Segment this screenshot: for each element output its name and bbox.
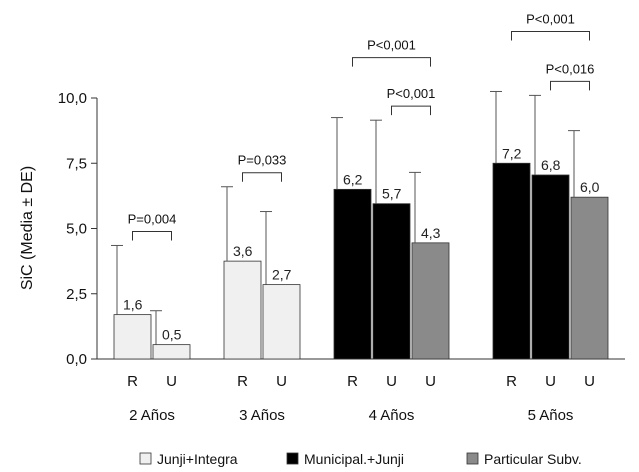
x-category-label: U [425,373,436,390]
significance-bracket [242,172,282,182]
bar-value-label: 7,2 [502,145,522,161]
x-group-label: 3 Años [239,407,285,424]
significance-label: P=0,033 [238,153,287,168]
x-category-label: R [347,373,358,390]
significance-bracket [511,30,590,41]
significance-label: P=0,004 [128,211,177,226]
legend-label: Municipal.+Junji [304,451,404,467]
y-axis-label: SiC (Media ± DE) [19,166,36,290]
significance-bracket [132,230,172,241]
bar [333,188,372,360]
bar-value-label: 6,2 [343,171,363,187]
legend-label: Particular Subv. [484,451,582,467]
significance-bracket [550,80,590,91]
x-category-label: U [545,373,556,390]
x-group-label: 5 Años [528,407,574,424]
bar-value-label: 1,6 [123,297,143,313]
y-tick-label: 2,5 [66,286,87,303]
y-tick-label: 5,0 [66,221,87,238]
x-group-label: 4 Años [369,407,415,424]
chart-error-bars [111,90,580,345]
legend-swatch [466,452,479,465]
bar [113,314,152,360]
bar [411,242,450,360]
bar [372,203,411,360]
bar-value-label: 6,8 [541,157,561,173]
x-group-label: 2 Años [129,407,175,424]
bar [262,284,301,360]
chart-bars [113,162,609,360]
x-category-label: U [386,373,397,390]
bar-value-label: 2,7 [272,267,292,283]
x-category-label: U [276,373,287,390]
significance-bracket [391,105,431,116]
significance-label: P<0,001 [526,11,575,26]
legend-swatch [139,452,152,465]
significance-label: P<0,001 [387,86,436,101]
bar [223,260,262,360]
significance-bracket [352,57,431,67]
bar-value-label: 4,3 [421,225,441,241]
y-tick-label: 7,5 [66,155,87,172]
x-category-label: R [237,373,248,390]
chart-significance: P=0,004 P=0,033 P<0,001 P<0,001 P<0,016 P<0,0… [128,11,595,241]
chart-legend: Junji+Integra Municipal.+Junji Particular … [139,451,582,467]
bar-value-label: 3,6 [233,243,253,259]
legend-swatch [286,452,299,465]
x-category-label: U [166,373,177,390]
y-tick-label: 10,0 [58,90,87,107]
bar-value-label: 5,7 [382,186,402,202]
bar-value-label: 0,5 [162,327,182,343]
x-category-label: R [127,373,138,390]
x-category-label: R [506,373,517,390]
bar [492,162,531,360]
bar [152,344,191,360]
significance-label: P<0,001 [367,38,416,53]
bar [531,174,570,360]
y-tick-label: 0,0 [66,351,87,368]
bar [570,196,609,360]
legend-label: Junji+Integra [157,451,238,467]
significance-label: P<0,016 [546,61,595,76]
x-category-label: U [584,373,595,390]
chart-labels: 1,6 R 0,5 U 2 Años 3,6 R 2,7 U 3 Años 6,2 R 5,7 U 4,3 U… [123,145,600,424]
bar-value-label: 6,0 [580,179,600,195]
